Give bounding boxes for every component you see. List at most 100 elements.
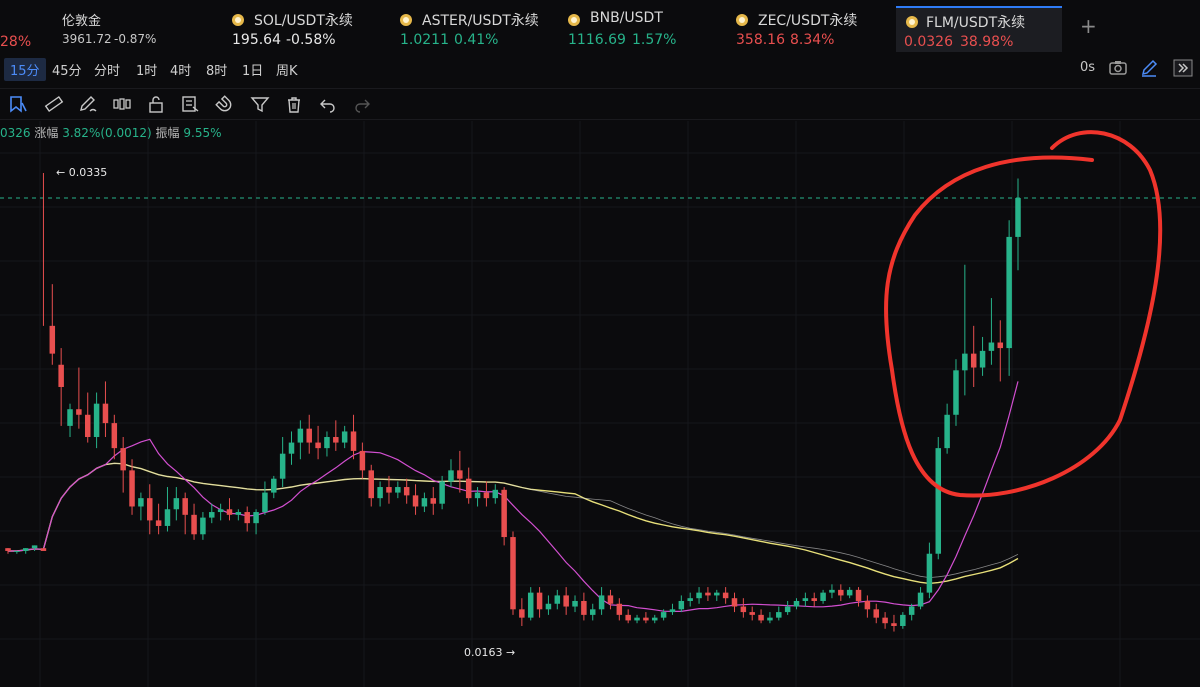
candle-body: [253, 512, 259, 524]
tab-name: 伦敦金: [62, 14, 102, 29]
timeframe-intraday[interactable]: 分时: [94, 64, 121, 79]
candle-body: [581, 600, 587, 615]
tab-change: 1.57%: [632, 32, 677, 48]
tab-change: 28%: [0, 34, 32, 50]
market-tabs: 28% 伦敦金 3961.72 -0.87% SOL/USDT永续 195.64…: [0, 0, 1200, 52]
timeframe-45m[interactable]: 45分: [52, 64, 82, 79]
undo-icon[interactable]: [318, 95, 338, 113]
candle-body: [49, 325, 56, 354]
tab-change: 0.41%: [454, 32, 499, 48]
tab-sol[interactable]: SOL/USDT永续 195.64 -0.58%: [232, 6, 382, 50]
candle-body: [545, 603, 552, 610]
drawing-toolbar: [0, 88, 1200, 120]
candle-body: [864, 600, 871, 610]
candle-body: [944, 414, 950, 449]
candle-body: [802, 598, 809, 601]
timeframe-4h[interactable]: 4时: [170, 64, 192, 79]
candle-body: [749, 612, 755, 615]
candle-body: [164, 509, 171, 526]
candle-body: [935, 448, 942, 554]
collapse-icon[interactable]: [1172, 58, 1194, 78]
candle-body: [519, 609, 525, 618]
ma-fast-line: [8, 381, 1019, 612]
candle-body: [696, 592, 702, 599]
candle-body: [793, 600, 800, 607]
tab-price: 1.0211: [400, 32, 449, 48]
candle-body: [873, 609, 879, 618]
timeframe-1w[interactable]: 周K: [276, 64, 298, 79]
candle-body: [386, 487, 392, 493]
filter-icon[interactable]: [250, 95, 270, 113]
info-change-label: 涨幅: [34, 126, 59, 140]
tab-london-gold[interactable]: 伦敦金 3961.72 -0.87%: [62, 6, 212, 50]
candle-body: [324, 437, 330, 449]
candle-body: [474, 492, 481, 499]
candle-body: [448, 470, 454, 482]
add-tab-button[interactable]: +: [1080, 14, 1097, 38]
note-icon[interactable]: [180, 95, 200, 113]
camera-icon[interactable]: [1107, 58, 1129, 78]
candle-body: [669, 609, 676, 613]
candle-body: [705, 592, 711, 596]
tab-change: -0.58%: [286, 32, 336, 48]
low-price-value: 0.0163: [464, 646, 503, 659]
tab-partial[interactable]: 28%: [0, 6, 52, 50]
candle-body: [341, 431, 348, 443]
timeframe-1h[interactable]: 1时: [136, 64, 158, 79]
coin-icon: [736, 14, 748, 26]
candle-body: [891, 623, 897, 626]
candle-body: [660, 612, 667, 618]
candle-body: [838, 589, 844, 596]
candle-body: [279, 453, 286, 479]
high-price-value: 0.0335: [68, 166, 108, 179]
candle-body: [882, 617, 888, 624]
candle-body: [572, 600, 578, 607]
candle-body: [129, 470, 135, 507]
candle-body: [182, 498, 188, 515]
ruler-icon[interactable]: [44, 95, 64, 113]
tab-aster[interactable]: ASTER/USDT永续 1.0211 0.41%: [400, 6, 560, 50]
candle-body: [226, 509, 233, 515]
candle-body: [457, 470, 463, 479]
trash-icon[interactable]: [284, 95, 304, 113]
tab-zec[interactable]: ZEC/USDT永续 358.16 8.34%: [736, 6, 886, 50]
candle-body: [217, 509, 224, 513]
candle-body: [714, 592, 720, 596]
candle-body: [138, 498, 144, 507]
candle-body: [40, 548, 47, 551]
bookmark-icon[interactable]: [8, 95, 28, 113]
candle-body: [403, 487, 410, 496]
candle-body: [811, 598, 817, 601]
candle-body: [67, 409, 73, 426]
timeframe-1d[interactable]: 1日: [242, 64, 264, 79]
candle-body: [271, 478, 277, 493]
candle-body: [598, 595, 605, 610]
candle-body: [900, 614, 906, 626]
candle-body: [908, 606, 915, 615]
timeframe-15m[interactable]: 15分: [4, 58, 46, 81]
tab-price: 3961.72: [62, 32, 112, 46]
candle-body: [465, 478, 472, 499]
draw-pen-icon[interactable]: [1138, 58, 1160, 78]
candle-body: [147, 498, 153, 521]
candle-body: [93, 403, 100, 438]
tab-change: -0.87%: [114, 32, 157, 46]
lock-icon[interactable]: [146, 95, 166, 113]
tab-flm[interactable]: FLM/USDT永续 0.0326 38.98%: [896, 6, 1062, 52]
candle-body: [412, 495, 419, 507]
candle-body: [634, 617, 640, 621]
redo-icon[interactable]: [352, 95, 372, 113]
magnet-icon[interactable]: [214, 95, 234, 113]
candles-icon[interactable]: [112, 95, 132, 113]
countdown-label: 0s: [1080, 60, 1096, 75]
pen-icon[interactable]: [78, 95, 98, 113]
candle-body: [970, 353, 977, 368]
tab-price: 195.64: [232, 32, 281, 48]
tab-bnb[interactable]: BNB/USDT 1116.69 1.57%: [568, 6, 718, 50]
candle-body: [510, 537, 516, 610]
candlestick-chart[interactable]: [0, 121, 1200, 687]
candle-body: [377, 487, 383, 499]
candle-body: [368, 470, 374, 499]
timeframe-8h[interactable]: 8时: [206, 64, 228, 79]
tab-change: 8.34%: [790, 32, 835, 48]
